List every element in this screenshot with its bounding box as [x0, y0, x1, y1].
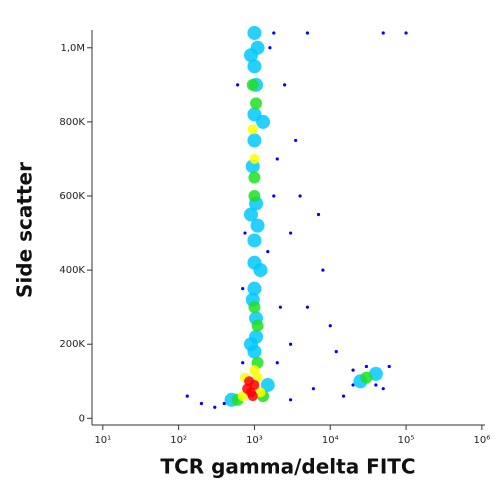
- data-point: [222, 401, 226, 406]
- data-point: [247, 59, 262, 74]
- data-point: [272, 31, 276, 35]
- data-point: [237, 391, 248, 402]
- data-point: [213, 405, 217, 409]
- data-point: [289, 342, 293, 346]
- data-point: [247, 124, 258, 135]
- y-tick-label: 800K: [59, 117, 85, 128]
- data-point: [247, 107, 262, 122]
- data-point: [185, 394, 189, 398]
- y-tick-label: 0: [79, 413, 85, 424]
- data-point: [305, 305, 310, 309]
- data-point: [321, 268, 325, 272]
- data-point: [247, 25, 262, 40]
- data-point: [260, 377, 275, 392]
- data-point: [255, 387, 266, 398]
- data-point: [241, 287, 245, 291]
- data-point: [289, 398, 293, 402]
- data-point: [251, 319, 264, 332]
- data-point: [294, 138, 298, 143]
- data-point: [243, 207, 258, 222]
- y-tick-label: 200K: [59, 339, 85, 350]
- data-point: [199, 401, 204, 406]
- data-point: [334, 350, 338, 354]
- data-point: [374, 383, 378, 387]
- data-point: [250, 218, 265, 233]
- data-point: [283, 83, 287, 87]
- data-point: [328, 324, 332, 328]
- x-tick-label: 10²: [170, 435, 187, 446]
- data-point: [381, 31, 385, 35]
- data-point: [248, 301, 261, 314]
- data-point: [351, 383, 355, 387]
- x-tick-label: 10⁶: [473, 435, 490, 446]
- data-point: [249, 153, 260, 164]
- data-point: [268, 46, 272, 50]
- data-point: [247, 133, 262, 148]
- x-tick-label: 10⁵: [398, 435, 415, 446]
- data-point: [243, 48, 258, 63]
- data-point: [248, 190, 261, 203]
- data-point: [247, 255, 262, 270]
- data-point: [241, 361, 245, 365]
- data-point: [249, 365, 260, 376]
- data-point: [236, 83, 240, 87]
- y-tick-label: 1,0M: [60, 43, 85, 54]
- data-point: [243, 231, 247, 235]
- data-point: [248, 171, 261, 184]
- data-point: [275, 361, 279, 365]
- data-point: [387, 364, 391, 369]
- data-point: [247, 391, 258, 402]
- data-point: [381, 387, 385, 391]
- data-point: [404, 31, 408, 35]
- data-point: [246, 78, 259, 91]
- data-point: [311, 387, 316, 391]
- x-tick-label: 10⁴: [322, 435, 339, 446]
- y-tick-label: 600K: [59, 191, 85, 202]
- data-point: [289, 231, 293, 235]
- data-point: [244, 376, 255, 387]
- data-point: [298, 194, 302, 198]
- data-point: [316, 212, 321, 217]
- data-point: [351, 368, 355, 372]
- data-point: [278, 305, 282, 309]
- data-point: [266, 249, 270, 254]
- y-axis-title: Side scatter: [13, 162, 37, 298]
- data-point: [250, 97, 263, 110]
- x-axis-title: TCR gamma/delta FITC: [160, 455, 415, 479]
- data-point: [247, 344, 262, 359]
- x-tick-label: 10¹: [94, 435, 111, 446]
- x-tick-label: 10³: [246, 435, 263, 446]
- data-point: [305, 31, 310, 35]
- data-point: [272, 194, 276, 198]
- data-point: [249, 329, 264, 344]
- data-point: [341, 394, 346, 398]
- data-point: [247, 281, 262, 296]
- data-point: [360, 371, 373, 384]
- y-tick-label: 400K: [59, 265, 85, 276]
- data-point: [364, 364, 369, 369]
- data-point: [247, 233, 262, 248]
- data-point: [275, 157, 279, 161]
